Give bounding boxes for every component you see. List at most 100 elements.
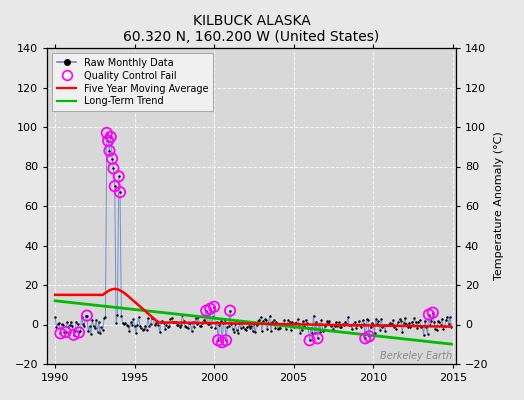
Point [269, 316, 278, 323]
Point [339, 321, 347, 328]
Point [234, 330, 242, 336]
Point [116, 189, 124, 195]
Point [165, 323, 173, 329]
Point [115, 173, 123, 180]
Point [177, 322, 185, 328]
Point [104, 138, 112, 144]
Point [88, 317, 96, 323]
Title: KILBUCK ALASKA
60.320 N, 160.200 W (United States): KILBUCK ALASKA 60.320 N, 160.200 W (Unit… [123, 14, 380, 44]
Point [373, 321, 381, 328]
Point [236, 324, 245, 331]
Point [140, 326, 148, 332]
Point [61, 329, 70, 335]
Point [291, 320, 299, 326]
Point [215, 322, 224, 328]
Point [190, 324, 199, 330]
Point [414, 319, 422, 325]
Point [111, 183, 119, 190]
Point [405, 320, 413, 326]
Point [288, 318, 297, 325]
Point [221, 317, 229, 324]
Point [295, 321, 303, 327]
Point [222, 337, 230, 344]
Point [64, 324, 72, 330]
Point [443, 313, 452, 320]
Point [244, 322, 253, 329]
Point [216, 318, 225, 324]
Point [369, 322, 377, 328]
Point [372, 316, 380, 322]
Point [205, 321, 213, 328]
Point [180, 318, 188, 324]
Point [284, 317, 292, 324]
Point [214, 337, 222, 344]
Point [188, 328, 196, 334]
Point [251, 329, 259, 336]
Point [401, 315, 409, 321]
Point [254, 318, 262, 325]
Point [97, 324, 106, 330]
Point [153, 318, 161, 324]
Point [345, 322, 354, 329]
Point [430, 319, 439, 326]
Point [408, 318, 416, 325]
Point [376, 326, 384, 333]
Point [58, 321, 66, 328]
Point [292, 320, 300, 326]
Point [189, 319, 197, 326]
Point [226, 308, 234, 314]
Point [149, 315, 157, 321]
Point [231, 321, 239, 327]
Point [301, 316, 310, 323]
Point [348, 326, 356, 332]
Point [61, 329, 70, 335]
Point [84, 328, 92, 334]
Point [104, 138, 112, 144]
Point [424, 312, 433, 318]
Point [162, 322, 171, 328]
Point [171, 318, 180, 325]
Point [55, 320, 63, 326]
Point [433, 327, 441, 334]
Point [446, 314, 454, 320]
Point [95, 319, 103, 325]
Point [183, 325, 192, 332]
Point [409, 321, 417, 328]
Point [160, 320, 168, 326]
Point [63, 319, 71, 325]
Point [413, 324, 421, 331]
Point [370, 330, 379, 336]
Text: Berkeley Earth: Berkeley Earth [380, 351, 452, 361]
Point [71, 328, 79, 334]
Point [332, 319, 340, 325]
Point [361, 335, 369, 342]
Point [213, 318, 221, 325]
Point [209, 314, 217, 320]
Point [196, 322, 205, 329]
Point [320, 327, 329, 334]
Point [202, 308, 211, 314]
Point [396, 316, 404, 322]
Point [52, 323, 61, 330]
Point [406, 324, 414, 330]
Point [258, 328, 266, 334]
Point [305, 337, 314, 344]
Point [312, 318, 320, 325]
Point [113, 312, 122, 318]
Point [366, 324, 375, 330]
Point [385, 322, 394, 328]
Point [120, 321, 128, 327]
Point [422, 324, 430, 330]
Point [289, 323, 298, 330]
Point [235, 320, 244, 326]
Point [334, 319, 343, 326]
Point [56, 330, 64, 336]
Point [121, 320, 129, 327]
Point [75, 329, 83, 336]
Point [441, 323, 449, 330]
Point [323, 318, 331, 324]
Point [399, 320, 408, 326]
Point [106, 134, 115, 140]
Point [382, 322, 390, 328]
Point [304, 324, 312, 331]
